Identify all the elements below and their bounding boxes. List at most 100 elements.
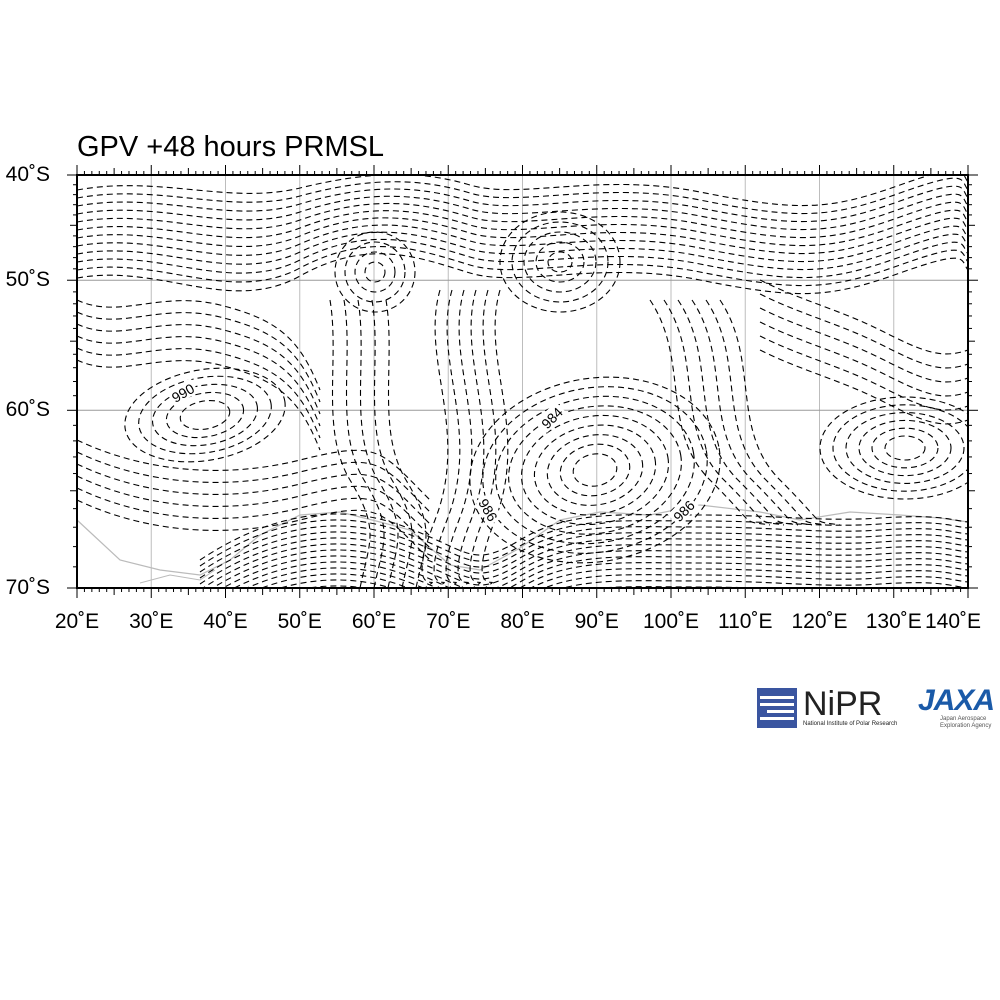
isobar-ring	[520, 414, 670, 526]
isobar-line	[705, 299, 827, 526]
isobar-line	[211, 549, 968, 588]
nipr-emblem-icon	[757, 688, 797, 728]
isobar-ring	[334, 231, 416, 313]
lat-label: 40˚S	[5, 163, 50, 186]
isobar-line	[77, 193, 968, 231]
isobar-line	[77, 311, 321, 403]
isobar-ring	[495, 395, 695, 545]
lat-label: 70˚S	[5, 576, 50, 599]
isobar-ring	[179, 399, 231, 431]
isobar-line	[445, 289, 473, 588]
isobar-line	[371, 299, 413, 588]
isobar-ring	[523, 231, 597, 293]
map-title: GPV +48 hours PRMSL	[77, 131, 385, 163]
contour-label-bg	[474, 493, 503, 526]
lon-label: 70˚E	[426, 610, 471, 633]
isobar-contours	[77, 175, 968, 588]
isobar-ring	[511, 221, 609, 303]
isobar-line	[77, 347, 321, 439]
isobar-line	[649, 299, 771, 526]
isobar-ring	[533, 424, 657, 516]
isobar-ring	[572, 453, 618, 487]
isobar-ring	[546, 434, 644, 506]
isobar-ring	[138, 375, 272, 455]
isobar-line	[77, 359, 321, 451]
isobar-ring	[547, 251, 573, 273]
isobar-ring	[124, 367, 286, 463]
isobar-line	[245, 567, 968, 588]
isobar-line	[77, 499, 431, 561]
isobar-line	[221, 555, 968, 588]
isobar-ring	[559, 443, 631, 497]
isobar-line	[77, 253, 968, 295]
lon-label: 80˚E	[500, 610, 545, 633]
isobar-ring	[884, 435, 926, 461]
isobar-line	[759, 279, 968, 355]
isobar-line	[77, 463, 431, 525]
isobar-line	[77, 439, 431, 501]
nipr-logo: NiPR National Institute of Polar Researc…	[757, 686, 897, 730]
isobar-line	[199, 537, 968, 585]
isobar-line	[305, 585, 767, 588]
lon-label: 120˚E	[791, 610, 848, 633]
jaxa-logo: JAXA Japan Aerospace Exploration Agency	[912, 684, 998, 732]
contour-label-bg	[535, 401, 567, 433]
isobar-ring	[469, 376, 721, 564]
isobar-line	[199, 531, 968, 579]
isobar-ring	[165, 391, 245, 439]
lat-label: 60˚S	[5, 398, 50, 422]
isobar-ring	[845, 412, 965, 484]
isobar-line	[77, 201, 968, 239]
isobar-line	[433, 289, 461, 588]
contour-label-bg	[667, 494, 699, 526]
nipr-logo-subtitle: National Institute of Polar Research	[803, 721, 898, 727]
isobar-ring	[871, 427, 939, 469]
isobar-line	[77, 231, 968, 271]
isobar-ring	[535, 241, 585, 283]
isobar-line	[278, 579, 968, 588]
lon-label: 30˚E	[129, 610, 174, 633]
isobar-ring	[364, 261, 386, 283]
isobar-ring	[858, 419, 952, 477]
isobar-line	[759, 293, 968, 369]
lon-label: 140˚E	[924, 610, 982, 633]
isobar-line	[77, 209, 968, 247]
lon-label: 130˚E	[865, 610, 922, 633]
isobar-line	[663, 299, 785, 526]
isobar-ring	[508, 405, 682, 535]
isobar-line	[343, 299, 385, 588]
isobar-line	[759, 321, 968, 397]
lon-label: 90˚E	[574, 610, 619, 633]
isobar-line	[199, 525, 968, 573]
lon-label: 50˚E	[277, 610, 322, 633]
coastline-path	[139, 569, 216, 584]
axis-ticks	[67, 165, 978, 598]
isobar-line	[457, 289, 485, 588]
coastline-path	[76, 504, 969, 576]
isobar-line	[77, 451, 431, 513]
isobar-line	[481, 289, 509, 588]
isobar-line	[759, 307, 968, 383]
isobar-line	[77, 299, 321, 391]
isobar-line	[329, 299, 371, 588]
lon-label: 110˚E	[718, 610, 773, 633]
isobar-line	[199, 519, 968, 567]
isobar-line	[202, 543, 968, 588]
isobar-line	[199, 513, 968, 561]
isobar-line	[719, 299, 841, 526]
isobar-ring	[819, 396, 968, 500]
isobar-ring	[482, 386, 708, 554]
jaxa-logo-name: JAXA	[918, 684, 995, 717]
antarctic-coastline	[76, 504, 969, 584]
isobar-line	[77, 475, 431, 537]
lon-label: 40˚E	[203, 610, 248, 633]
isobar-line	[759, 335, 968, 411]
isobar-line	[677, 299, 799, 526]
isobar-line	[77, 246, 968, 287]
jaxa-logo-subtitle: Japan Aerospace Exploration Agency	[940, 716, 992, 729]
isobar-line	[77, 185, 968, 223]
lon-label: 60˚E	[351, 610, 397, 633]
isobar-ring	[354, 251, 396, 293]
